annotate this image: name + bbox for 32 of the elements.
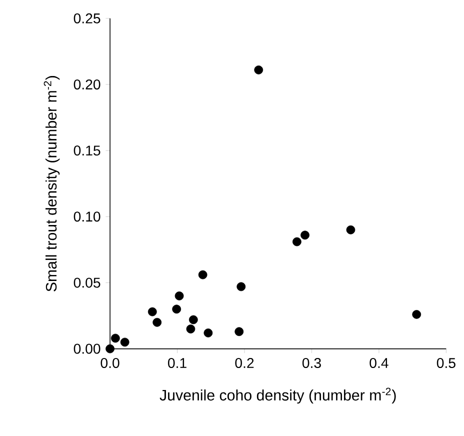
point [204,328,213,338]
y-tick-label: 0.20 [74,80,100,90]
x-tick-label: 0.5 [436,358,456,368]
x-tick-label: 0.4 [370,358,388,368]
point [186,324,196,334]
x-tick-label: 0.1 [168,358,186,368]
x-tick-label: 0.3 [302,358,321,368]
point [148,307,157,316]
point [346,225,356,234]
y-axis-title: Small trout density (number m$^{-2}$) [44,76,60,292]
y-tick-label: 0.25 [74,13,100,24]
y-tick-label: 0.10 [74,212,100,222]
point [174,292,184,300]
x-tick-label: 0.2 [235,358,254,368]
x-tick-label: 0.0 [100,358,120,368]
y-tick-label: 0.15 [74,146,100,156]
point [254,66,264,74]
point [172,304,182,314]
point [188,315,198,324]
y-tick-label: 0.00 [74,344,100,354]
point [234,327,244,336]
point [106,344,114,354]
y-tick-label: 0.05 [74,278,100,288]
point [292,237,302,246]
point [236,282,246,292]
point [412,310,422,319]
point [300,230,310,240]
point [110,334,120,343]
x-axis-title: Juvenile coho density (number m$^{-2}$) [160,388,396,404]
point [120,338,130,347]
point [198,270,208,280]
point [152,318,162,327]
